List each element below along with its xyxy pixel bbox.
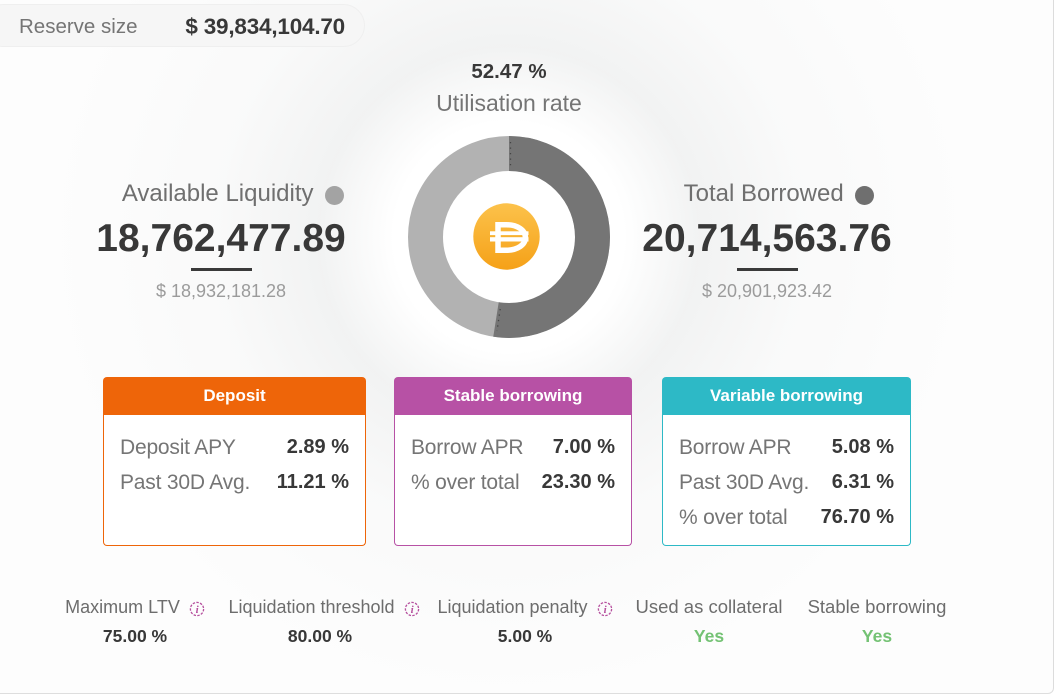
svg-text:i: i — [410, 604, 414, 616]
svg-text:i: i — [603, 604, 607, 616]
svg-text:i: i — [196, 604, 200, 616]
